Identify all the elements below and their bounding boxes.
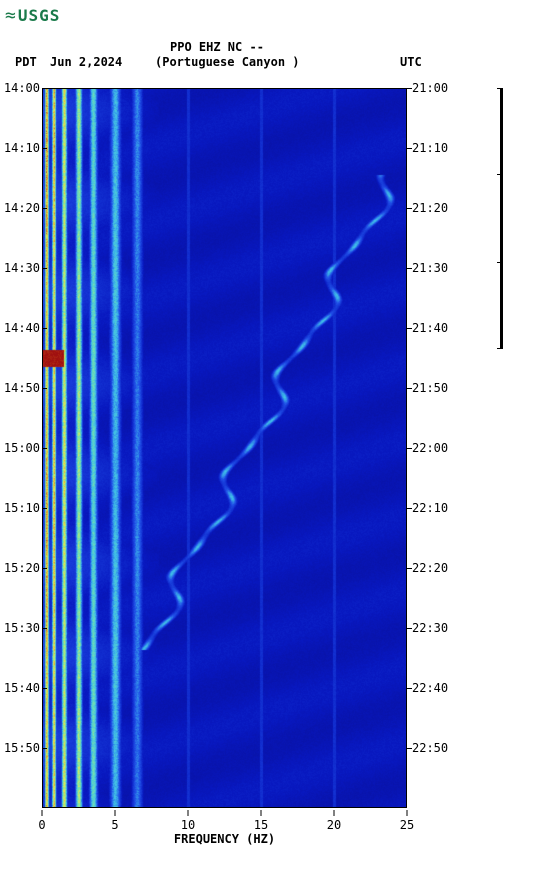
station-name: (Portuguese Canyon ) bbox=[155, 55, 300, 69]
freq-tick: 0 bbox=[38, 818, 45, 832]
pdt-tick: 14:10 bbox=[4, 141, 40, 155]
usgs-logo: ≈ USGS bbox=[5, 5, 60, 26]
frequency-axis: FREQUENCY (HZ) 0510152025 bbox=[42, 810, 407, 850]
utc-tick: 21:10 bbox=[412, 141, 448, 155]
utc-tick: 21:30 bbox=[412, 261, 448, 275]
pdt-time-axis: 14:0014:1014:2014:3014:4014:5015:0015:10… bbox=[0, 88, 42, 808]
pdt-tick: 15:10 bbox=[4, 501, 40, 515]
utc-tick: 21:50 bbox=[412, 381, 448, 395]
freq-tick: 25 bbox=[400, 818, 414, 832]
freq-tick: 15 bbox=[254, 818, 268, 832]
freq-tick: 10 bbox=[181, 818, 195, 832]
colorbar-scale bbox=[500, 88, 503, 348]
pdt-tick: 14:00 bbox=[4, 81, 40, 95]
pdt-label: PDT bbox=[15, 55, 37, 69]
utc-tick: 22:40 bbox=[412, 681, 448, 695]
pdt-tick: 14:30 bbox=[4, 261, 40, 275]
pdt-tick: 14:50 bbox=[4, 381, 40, 395]
logo-text: USGS bbox=[18, 6, 61, 25]
utc-tick: 22:00 bbox=[412, 441, 448, 455]
utc-tick: 22:50 bbox=[412, 741, 448, 755]
date-label: Jun 2,2024 bbox=[50, 55, 122, 69]
utc-tick: 21:40 bbox=[412, 321, 448, 335]
utc-tick: 21:20 bbox=[412, 201, 448, 215]
station-title: PPO EHZ NC -- bbox=[170, 40, 264, 54]
logo-wave-icon: ≈ bbox=[5, 5, 16, 26]
utc-tick: 22:20 bbox=[412, 561, 448, 575]
freq-tick: 5 bbox=[111, 818, 118, 832]
pdt-tick: 15:30 bbox=[4, 621, 40, 635]
pdt-tick: 15:40 bbox=[4, 681, 40, 695]
utc-label: UTC bbox=[400, 55, 422, 69]
utc-tick: 22:10 bbox=[412, 501, 448, 515]
pdt-tick: 15:20 bbox=[4, 561, 40, 575]
pdt-tick: 14:20 bbox=[4, 201, 40, 215]
pdt-tick: 15:50 bbox=[4, 741, 40, 755]
frequency-axis-label: FREQUENCY (HZ) bbox=[174, 832, 275, 846]
utc-tick: 22:30 bbox=[412, 621, 448, 635]
spectrogram-plot bbox=[42, 88, 407, 808]
freq-tick: 20 bbox=[327, 818, 341, 832]
utc-tick: 21:00 bbox=[412, 81, 448, 95]
pdt-tick: 14:40 bbox=[4, 321, 40, 335]
utc-time-axis: 21:0021:1021:2021:3021:4021:5022:0022:10… bbox=[410, 88, 460, 808]
pdt-tick: 15:00 bbox=[4, 441, 40, 455]
